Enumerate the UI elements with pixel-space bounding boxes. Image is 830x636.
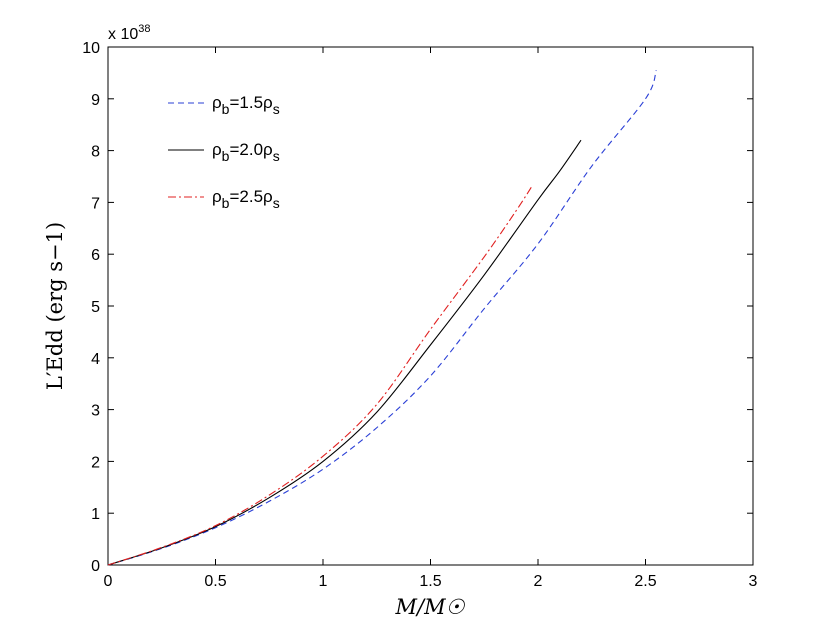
y-tick-label: 9 [91, 92, 100, 109]
y-tick: 2 [91, 454, 753, 471]
y-tick: 5 [91, 299, 753, 316]
x-tick: 3 [749, 47, 758, 590]
y-tick-label: 0 [91, 558, 100, 575]
series-line-3 [107, 186, 533, 566]
y-tick: 1 [91, 506, 753, 523]
y-tick: 10 [82, 40, 753, 57]
plot-area [107, 46, 754, 566]
y-tick-label: 10 [82, 40, 100, 57]
y-tick: 7 [91, 195, 753, 212]
y-tick-label: 2 [91, 454, 100, 471]
y-axis: 0 1 2 3 4 5 6 7 8 9 10 [82, 40, 753, 575]
x-axis-label: M/M☉ [395, 595, 466, 619]
x-tick-label: 3 [749, 573, 758, 590]
y-tick-label: 4 [91, 351, 100, 368]
legend-label: ρb=2.0ρs [212, 140, 280, 164]
series-line-1 [107, 70, 657, 566]
x-tick: 0 [104, 47, 113, 590]
y-tick-label: 3 [91, 403, 100, 420]
x-tick-label: 0 [104, 573, 113, 590]
y-exponent: 38 [138, 23, 150, 35]
x-tick-label: 1 [319, 573, 328, 590]
x-tick-label: 0.5 [204, 573, 226, 590]
y-tick: 3 [91, 403, 753, 420]
legend-label: ρb=1.5ρs [212, 93, 280, 117]
x-tick: 0.5 [204, 47, 227, 590]
y-tick: 6 [91, 247, 753, 264]
y-tick: 8 [91, 144, 753, 161]
x-tick: 1 [319, 47, 328, 590]
legend-entry: ρb=2.0ρs [168, 140, 280, 164]
legend-label: ρb=2.5ρs [212, 187, 280, 211]
x-tick: 1.5 [419, 47, 442, 590]
legend-entry: ρb=1.5ρs [168, 93, 280, 117]
x-tick-label: 2 [534, 573, 543, 590]
legend-entry: ρb=2.5ρs [168, 187, 280, 211]
x-axis: 0 0.5 1 1.5 2 2.5 3 [104, 47, 758, 590]
legend: ρb=1.5ρs ρb=2.0ρs ρb=2.5ρs [168, 93, 280, 211]
x-tick: 2.5 [634, 47, 657, 590]
x-tick: 2 [534, 47, 543, 590]
y-tick-label: 1 [91, 506, 100, 523]
y-tick: 4 [91, 351, 753, 368]
y-tick-label: 5 [91, 299, 100, 316]
series-line-2 [107, 139, 582, 566]
y-tick-label: 8 [91, 144, 100, 161]
y-tick: 9 [91, 92, 753, 109]
y-axis-label: L′Edd (erg s−1) [43, 222, 67, 390]
x-tick-label: 2.5 [634, 573, 656, 590]
y-exponent-label: x 1038 [108, 23, 151, 43]
series-layer [107, 70, 657, 566]
y-tick-label: 6 [91, 247, 100, 264]
y-tick-label: 7 [91, 195, 100, 212]
x-tick-label: 1.5 [419, 573, 441, 590]
